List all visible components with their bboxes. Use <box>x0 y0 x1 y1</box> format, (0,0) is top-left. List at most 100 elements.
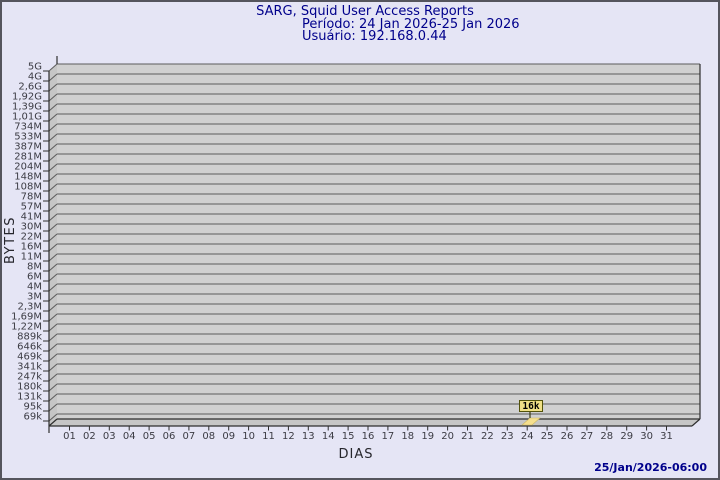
left-face-diagonal <box>48 273 58 282</box>
plot-bottom-right-diagonal <box>691 418 701 427</box>
x-tick-label: 04 <box>123 431 136 442</box>
left-face-diagonal <box>48 133 58 142</box>
x-tick-label: 29 <box>620 431 633 442</box>
y-tick-label: 1,92G <box>12 92 42 103</box>
left-face-diagonal <box>48 313 58 322</box>
left-face-diagonal <box>48 413 58 422</box>
x-tick-label: 30 <box>640 431 653 442</box>
left-face-diagonal <box>48 173 58 182</box>
x-tick-label: 02 <box>83 431 96 442</box>
x-tick-label: 19 <box>421 431 434 442</box>
y-tick-label: 11M <box>21 252 42 263</box>
bar-day-24 <box>521 417 541 426</box>
x-tick-label: 14 <box>322 431 335 442</box>
x-tick-label: 24 <box>521 431 534 442</box>
y-tick-label: 16M <box>21 242 42 253</box>
plot-bottom-face <box>49 419 700 426</box>
y-tick-label: 41M <box>21 212 42 223</box>
y-tick-label: 8M <box>27 262 42 273</box>
left-face-diagonal <box>48 123 58 132</box>
x-tick-label: 20 <box>441 431 454 442</box>
plot-back-face <box>57 64 700 419</box>
left-face-diagonal <box>48 253 58 262</box>
y-tick-label: 78M <box>21 192 42 203</box>
x-tick-label: 06 <box>163 431 176 442</box>
left-face-diagonal <box>48 363 58 372</box>
y-tick-label: 1,39G <box>12 102 42 113</box>
x-tick-label: 31 <box>660 431 673 442</box>
y-tick-label: 148M <box>14 172 42 183</box>
x-tick-label: 28 <box>600 431 613 442</box>
y-tick-label: 131k <box>17 392 42 403</box>
x-tick-label: 26 <box>561 431 574 442</box>
y-tick-label: 1,01G <box>12 112 42 123</box>
left-face-diagonal <box>48 183 58 192</box>
y-tick-label: 387M <box>14 142 42 153</box>
left-face-diagonal <box>48 213 58 222</box>
plot-area <box>43 56 701 433</box>
left-face-diagonal <box>48 193 58 202</box>
chart-header: SARG, Squid User Access Reports Período:… <box>256 4 519 44</box>
x-tick-label: 10 <box>242 431 255 442</box>
y-tick-label: 1,69M <box>11 312 42 323</box>
y-tick-label: 6M <box>27 272 42 283</box>
y-tick-label: 734M <box>14 122 42 133</box>
y-tick-label: 281M <box>14 152 42 163</box>
y-tick-label: 341k <box>17 362 42 373</box>
x-tick-label: 09 <box>222 431 235 442</box>
left-face-diagonal <box>48 103 58 112</box>
y-tick-label: 2,6G <box>18 82 42 93</box>
x-tick-label: 21 <box>461 431 474 442</box>
y-tick-label: 57M <box>21 202 42 213</box>
x-tick-label: 17 <box>382 431 395 442</box>
x-tick-label: 07 <box>183 431 196 442</box>
y-tick-label: 646k <box>17 342 42 353</box>
left-face-diagonal <box>48 243 58 252</box>
y-axis-title: BYTES <box>3 216 18 264</box>
x-tick-label: 03 <box>103 431 116 442</box>
left-face-diagonal <box>48 223 58 232</box>
user-subtitle: Usuário: 192.168.0.44 <box>302 29 447 44</box>
left-face-diagonal <box>48 113 58 122</box>
x-tick-label: 15 <box>342 431 355 442</box>
plot-bottom-left-diagonal <box>48 418 58 427</box>
y-tick-label: 4M <box>27 282 42 293</box>
left-face-diagonal <box>48 393 58 402</box>
x-tick-label: 12 <box>282 431 295 442</box>
y-tick-label: 204M <box>14 162 42 173</box>
x-tick-label: 11 <box>262 431 275 442</box>
y-tick-label: 69k <box>23 412 42 423</box>
left-face-diagonal <box>48 263 58 272</box>
y-tick-label: 247k <box>17 372 42 383</box>
left-face-diagonal <box>48 73 58 82</box>
left-face-diagonal <box>48 163 58 172</box>
left-face-diagonal <box>48 283 58 292</box>
left-face-diagonal <box>48 203 58 212</box>
left-face-diagonal <box>48 293 58 302</box>
left-face-diagonal <box>48 333 58 342</box>
left-face-diagonal <box>48 63 58 72</box>
x-tick-label: 25 <box>541 431 554 442</box>
x-tick-label: 22 <box>481 431 494 442</box>
x-axis-tick-labels: 01 02 03 04 05 06 07 08 09 10 11 12 13 14 15 16 17 18 19 20… <box>63 426 673 442</box>
y-tick-label: 22M <box>21 232 42 243</box>
y-tick-label: 95k <box>23 402 42 413</box>
value-tooltip <box>519 400 543 412</box>
value-tooltip-label: 16k <box>522 401 539 412</box>
y-axis-tick-labels: 5G4G2,6G1,92G1,39G1,01G734M533M387M281M2… <box>11 62 42 423</box>
gridlines <box>43 63 700 422</box>
left-face-diagonal <box>48 93 58 102</box>
period-subtitle: Período: 24 Jan 2026-25 Jan 2026 <box>302 17 520 32</box>
x-tick-label: 18 <box>401 431 414 442</box>
y-tick-label: 180k <box>17 382 42 393</box>
y-tick-label: 5G <box>28 62 42 73</box>
x-tick-label: 08 <box>202 431 215 442</box>
y-tick-label: 533M <box>14 132 42 143</box>
left-face-diagonal <box>48 303 58 312</box>
left-face-diagonal <box>48 233 58 242</box>
x-tick-label: 27 <box>581 431 594 442</box>
left-face-diagonal <box>48 323 58 332</box>
x-tick-label: 01 <box>63 431 76 442</box>
